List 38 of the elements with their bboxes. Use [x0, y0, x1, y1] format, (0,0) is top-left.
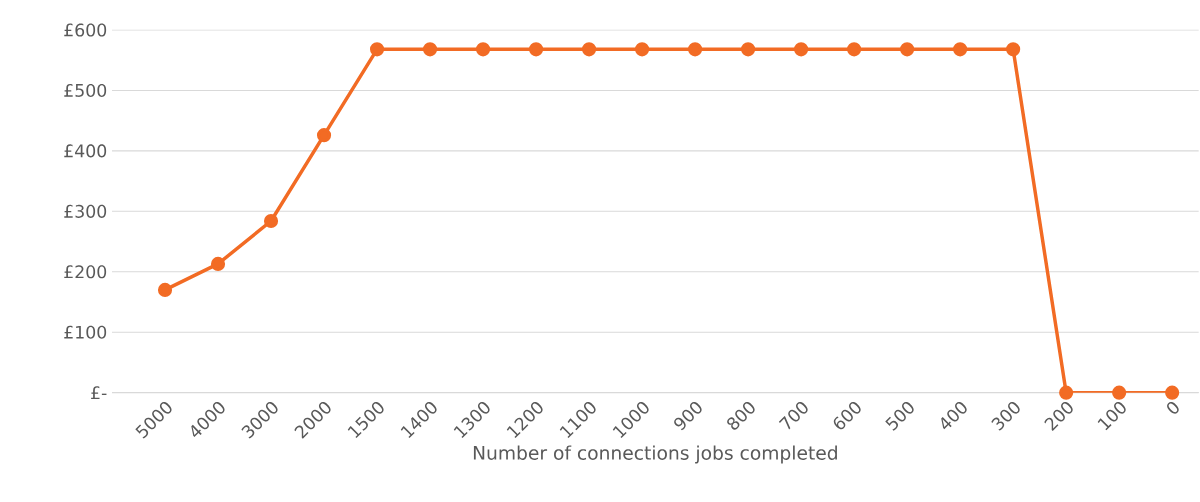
point: [422, 42, 438, 57]
point: [210, 256, 226, 271]
x-tick-label: 900: [674, 402, 702, 431]
x-tick-label: 800: [727, 402, 755, 430]
point: [582, 42, 597, 57]
point: [1112, 385, 1127, 400]
point: [847, 42, 862, 57]
point: [369, 42, 385, 57]
x-tick-label: 300: [991, 402, 1020, 431]
point: [475, 42, 491, 57]
x-tick-label: 600: [833, 402, 861, 430]
point: [900, 42, 915, 57]
point: [263, 213, 279, 229]
point: [953, 42, 968, 57]
y-tick-label: £500: [64, 83, 107, 97]
x-tick-label: 400: [941, 402, 967, 430]
y-tick-label: £400: [64, 144, 107, 158]
y-tick-label: £-: [91, 386, 107, 400]
point: [1165, 385, 1180, 400]
point: [794, 42, 809, 57]
point: [635, 42, 650, 57]
x-tick-label: 500: [885, 402, 914, 431]
point: [1059, 385, 1074, 400]
point: [1006, 42, 1021, 57]
y-tick-label: £100: [64, 325, 107, 339]
point: [529, 42, 544, 57]
x-tick-label: 0: [1167, 402, 1179, 414]
x-axis-title: Number of connections jobs completed: [473, 445, 837, 464]
y-tick-label: £600: [64, 23, 107, 37]
x-tick-label: 100: [1097, 402, 1126, 431]
point: [157, 282, 173, 297]
y-tick-label: £300: [64, 204, 107, 218]
x-tick-label: 200: [1044, 402, 1073, 431]
point: [741, 42, 756, 57]
y-tick-label: £200: [64, 265, 107, 279]
point: [316, 128, 332, 143]
x-tick-label: 700: [778, 402, 808, 430]
point: [688, 42, 703, 57]
